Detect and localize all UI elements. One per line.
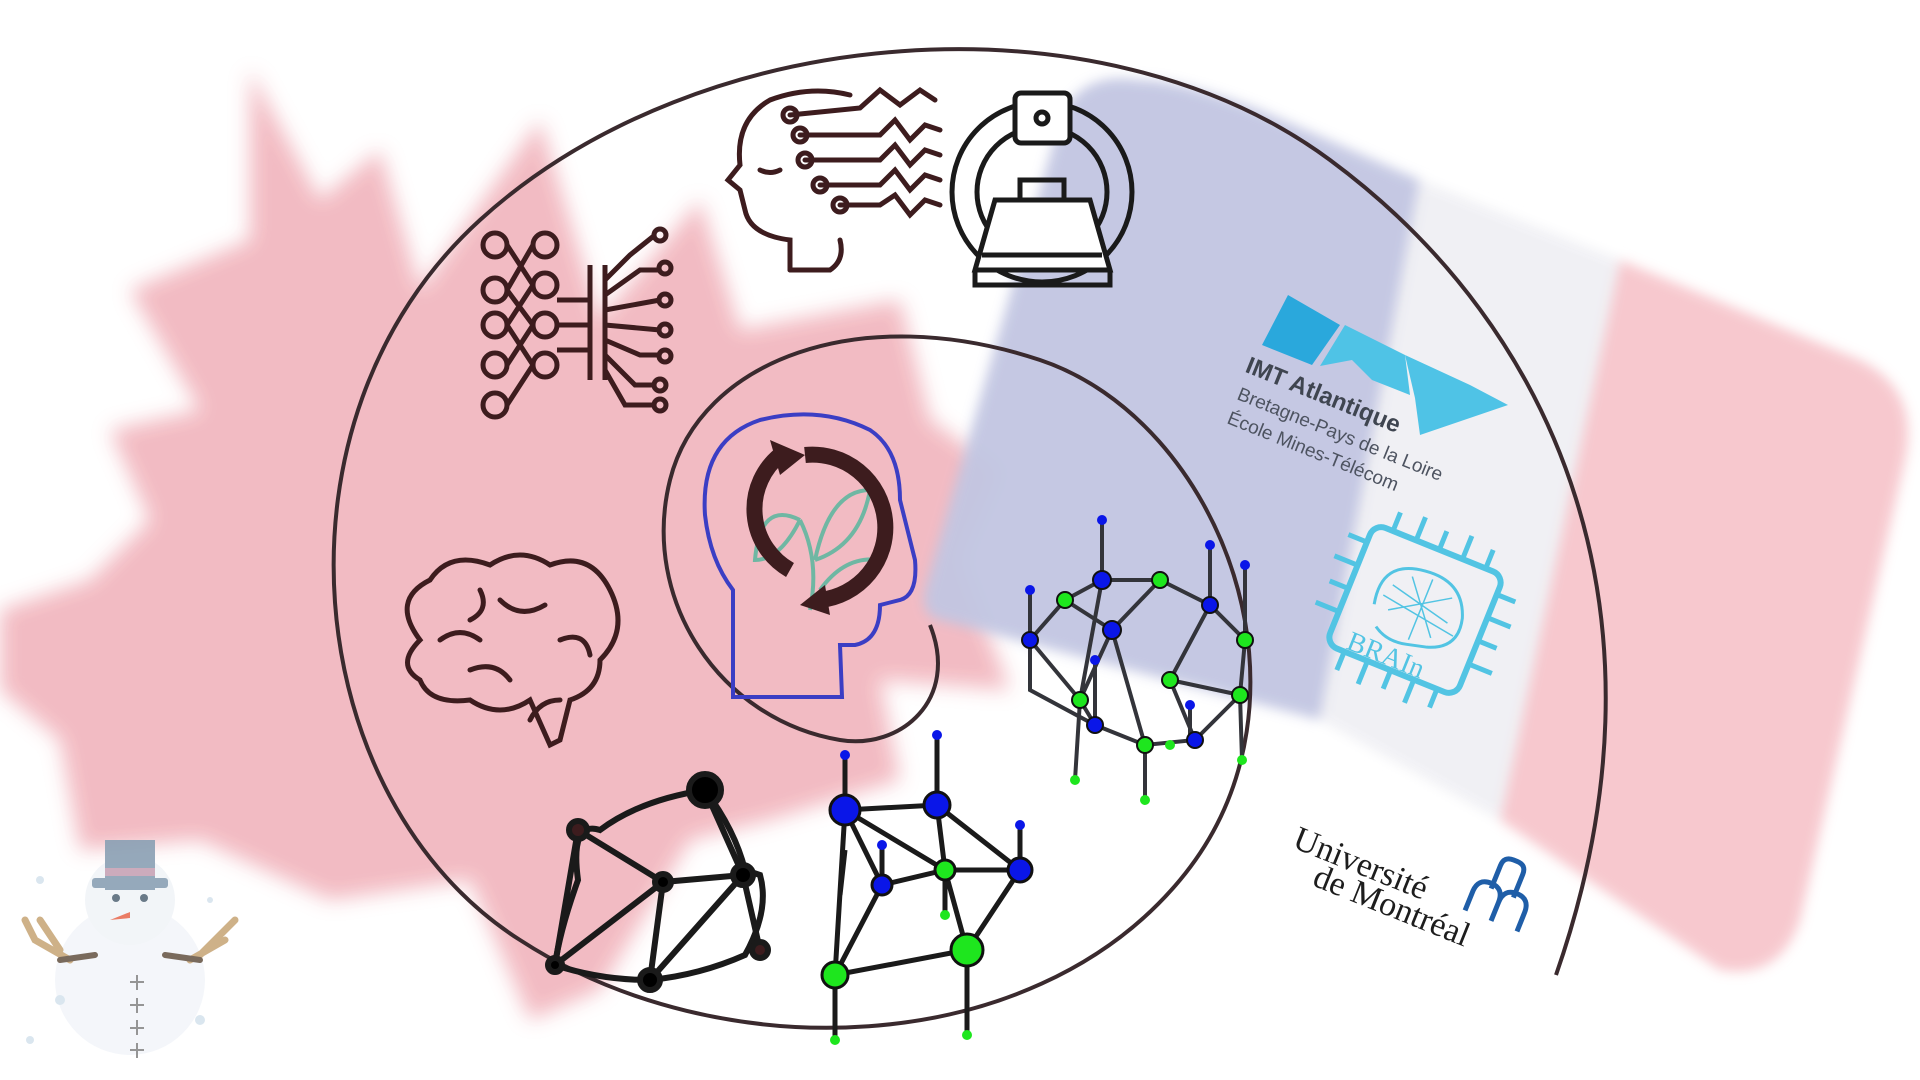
- udem-logo-mark: [1462, 856, 1529, 933]
- neural-network-icon: [480, 226, 674, 420]
- mri-scanner-icon: [949, 90, 1135, 288]
- maple-leaf-background: [0, 70, 1010, 1020]
- brain-icon: [404, 552, 621, 749]
- ai-head-circuit-icon: [724, 86, 943, 273]
- brain-lab-logo: [1314, 511, 1517, 709]
- graph-network-icon: [545, 771, 771, 993]
- graph-neural-network-icon: [820, 730, 1034, 1045]
- imt-atlantique-logo: [1262, 295, 1508, 435]
- brain-graph-network-icon: [1021, 515, 1254, 805]
- snowman-icon: [21, 840, 239, 1058]
- sustainable-ai-head-icon: [702, 412, 918, 699]
- spiral-line: [331, 47, 1608, 1030]
